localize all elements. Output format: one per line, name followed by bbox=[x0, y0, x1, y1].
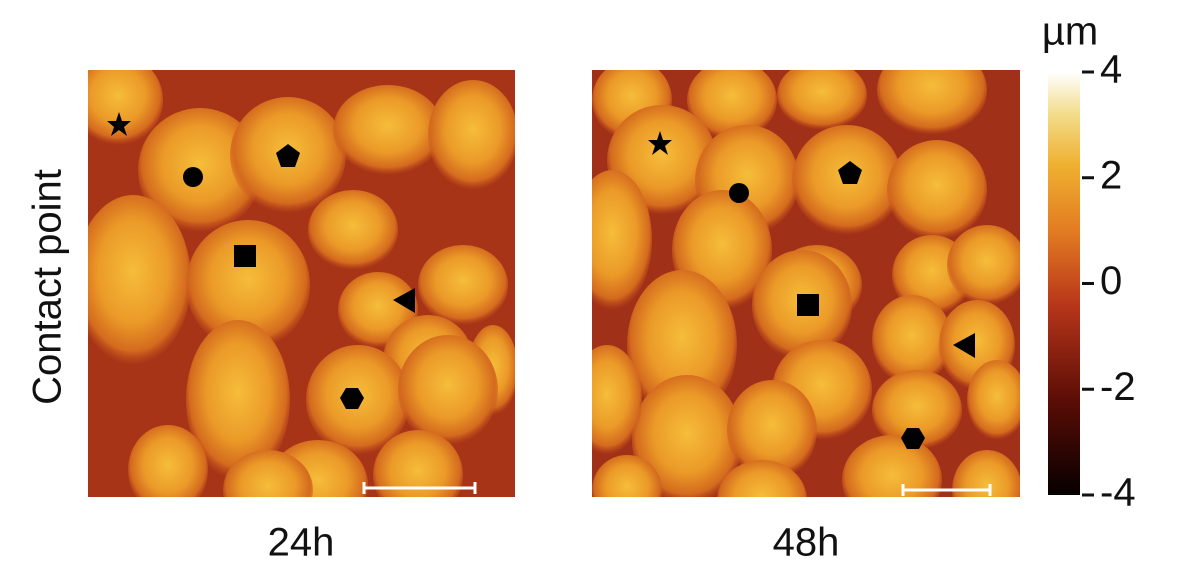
cell bbox=[887, 140, 987, 240]
cell bbox=[572, 345, 642, 455]
cell bbox=[842, 435, 942, 525]
cell bbox=[418, 245, 508, 325]
figure: Contact point 24h 48h µm 4 2 0 -2 -4 bbox=[0, 0, 1177, 561]
colorbar-tick-label: -2 bbox=[1100, 365, 1136, 409]
circle-marker bbox=[729, 183, 749, 203]
panel-label: 24h bbox=[268, 521, 335, 561]
cell bbox=[947, 225, 1027, 305]
cell bbox=[75, 195, 191, 365]
cell bbox=[967, 360, 1027, 440]
cell bbox=[223, 450, 313, 530]
colorbar-tick-label: 0 bbox=[1100, 259, 1122, 303]
cell bbox=[333, 85, 443, 175]
cell bbox=[877, 45, 987, 135]
colorbar-label: µm bbox=[1042, 10, 1098, 54]
panel-label: 48h bbox=[773, 521, 840, 561]
cell bbox=[308, 190, 398, 270]
colorbar-tick-label: 2 bbox=[1100, 153, 1122, 197]
cell bbox=[373, 430, 463, 520]
cell bbox=[73, 55, 163, 145]
cell bbox=[592, 455, 662, 525]
cell bbox=[398, 335, 498, 445]
square-marker bbox=[797, 294, 819, 316]
square-marker bbox=[234, 245, 256, 267]
cell bbox=[428, 80, 518, 190]
y-axis-label: Contact point bbox=[26, 169, 70, 405]
cell bbox=[128, 425, 208, 515]
colorbar bbox=[1048, 72, 1080, 495]
cell bbox=[777, 60, 867, 130]
circle-marker bbox=[183, 167, 203, 187]
afm-image bbox=[73, 55, 518, 530]
colorbar-tick-label: 4 bbox=[1100, 48, 1122, 92]
cell bbox=[572, 170, 652, 310]
afm-image bbox=[572, 45, 1027, 540]
colorbar-tick-label: -4 bbox=[1100, 471, 1136, 515]
